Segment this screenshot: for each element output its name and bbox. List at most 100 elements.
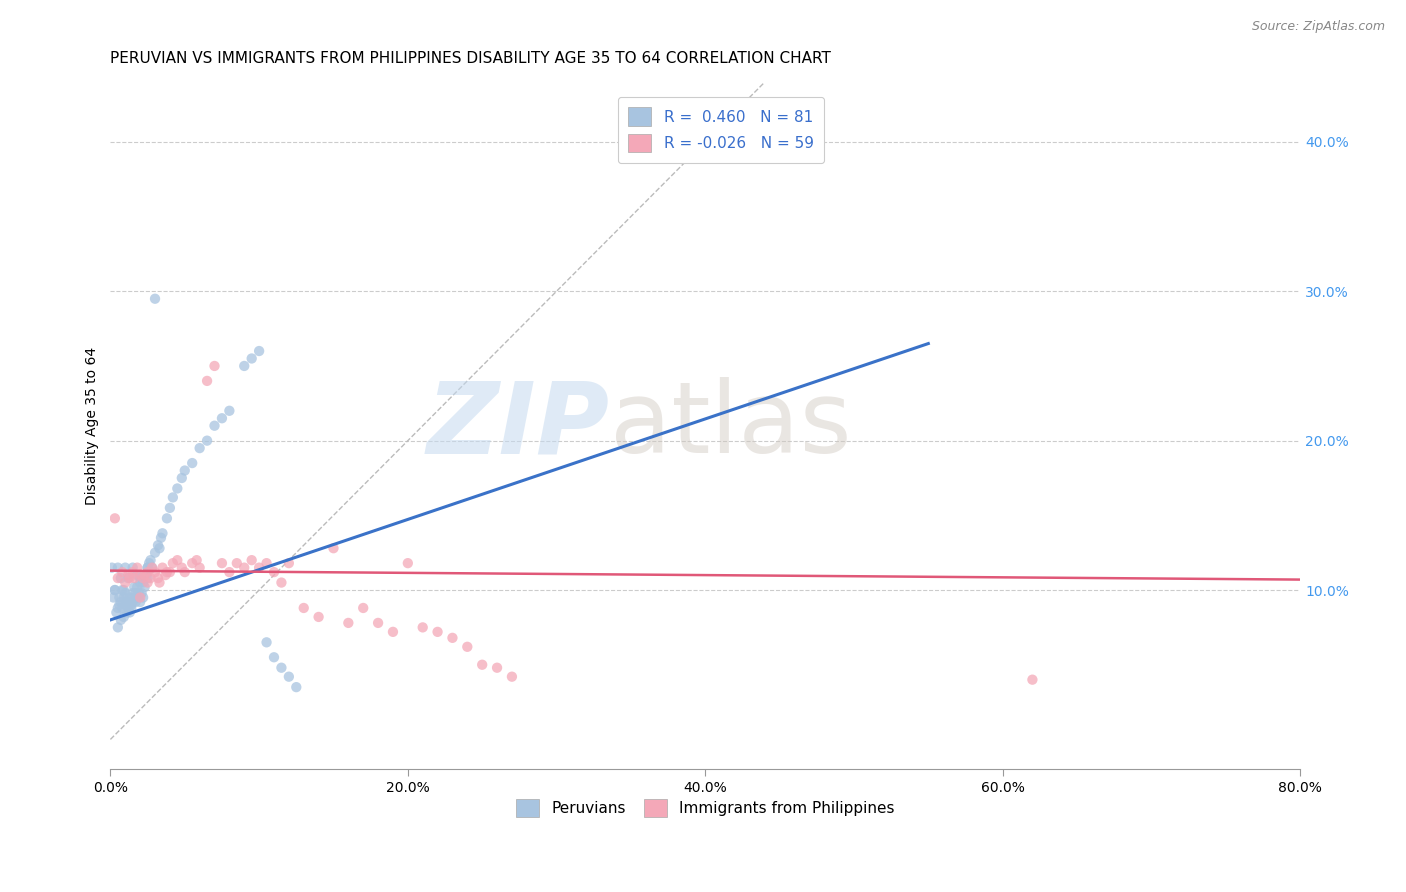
Point bbox=[121, 560, 143, 574]
Point bbox=[155, 568, 177, 582]
Point bbox=[441, 631, 464, 645]
Point bbox=[141, 560, 163, 574]
Point bbox=[146, 538, 169, 552]
Point bbox=[170, 471, 193, 485]
Point bbox=[173, 463, 195, 477]
Point bbox=[125, 586, 148, 600]
Point bbox=[112, 582, 135, 597]
Point bbox=[121, 565, 143, 579]
Point bbox=[367, 615, 389, 630]
Point bbox=[139, 571, 162, 585]
Point bbox=[135, 568, 157, 582]
Point bbox=[247, 344, 270, 359]
Point bbox=[136, 560, 159, 574]
Point bbox=[117, 595, 139, 609]
Point bbox=[122, 580, 145, 594]
Point bbox=[112, 610, 135, 624]
Point bbox=[134, 580, 156, 594]
Point bbox=[381, 624, 404, 639]
Point bbox=[143, 546, 166, 560]
Point bbox=[132, 571, 155, 585]
Point bbox=[162, 556, 184, 570]
Point bbox=[426, 624, 449, 639]
Text: Source: ZipAtlas.com: Source: ZipAtlas.com bbox=[1251, 20, 1385, 33]
Legend: Peruvians, Immigrants from Philippines: Peruvians, Immigrants from Philippines bbox=[510, 793, 901, 823]
Point bbox=[129, 571, 152, 585]
Point bbox=[285, 680, 308, 694]
Point bbox=[159, 500, 181, 515]
Point bbox=[270, 661, 292, 675]
Point bbox=[218, 404, 240, 418]
Point bbox=[134, 568, 156, 582]
Point bbox=[104, 582, 127, 597]
Point bbox=[156, 565, 179, 579]
Point bbox=[129, 575, 152, 590]
Point bbox=[211, 411, 233, 425]
Point bbox=[107, 560, 129, 574]
Text: atlas: atlas bbox=[610, 377, 852, 475]
Point bbox=[114, 598, 136, 612]
Point bbox=[240, 553, 263, 567]
Point bbox=[132, 591, 155, 605]
Point bbox=[118, 591, 141, 605]
Point bbox=[128, 586, 150, 600]
Point bbox=[127, 591, 149, 605]
Point bbox=[136, 565, 159, 579]
Point bbox=[471, 657, 494, 672]
Point bbox=[141, 560, 163, 574]
Point bbox=[117, 568, 139, 582]
Point bbox=[204, 359, 226, 373]
Point bbox=[152, 560, 174, 574]
Point bbox=[173, 565, 195, 579]
Point bbox=[166, 482, 188, 496]
Point bbox=[256, 635, 278, 649]
Point bbox=[240, 351, 263, 366]
Text: PERUVIAN VS IMMIGRANTS FROM PHILIPPINES DISABILITY AGE 35 TO 64 CORRELATION CHAR: PERUVIAN VS IMMIGRANTS FROM PHILIPPINES … bbox=[111, 51, 831, 66]
Point bbox=[143, 292, 166, 306]
Point bbox=[322, 541, 344, 556]
Point bbox=[152, 526, 174, 541]
Point bbox=[148, 541, 170, 556]
Point bbox=[104, 511, 127, 525]
Point bbox=[181, 456, 204, 470]
Point bbox=[159, 565, 181, 579]
Point bbox=[131, 586, 153, 600]
Point bbox=[125, 595, 148, 609]
Point bbox=[352, 601, 374, 615]
Point bbox=[107, 571, 129, 585]
Point bbox=[121, 595, 143, 609]
Point bbox=[129, 568, 152, 582]
Point bbox=[129, 595, 152, 609]
Point bbox=[138, 556, 160, 570]
Point bbox=[110, 613, 132, 627]
Point bbox=[396, 556, 419, 570]
Point bbox=[112, 591, 135, 605]
Point bbox=[110, 595, 132, 609]
Point bbox=[136, 560, 159, 574]
Point bbox=[412, 620, 434, 634]
Point bbox=[111, 601, 134, 615]
Point bbox=[101, 560, 124, 574]
Point bbox=[136, 571, 159, 585]
Point bbox=[114, 586, 136, 600]
Point bbox=[263, 565, 285, 579]
Point bbox=[263, 650, 285, 665]
Point bbox=[195, 374, 218, 388]
Point bbox=[143, 565, 166, 579]
Point bbox=[117, 571, 139, 585]
Point bbox=[115, 595, 138, 609]
Point bbox=[166, 553, 188, 567]
Point bbox=[277, 670, 299, 684]
Point bbox=[127, 580, 149, 594]
Point bbox=[108, 591, 131, 605]
Point bbox=[256, 556, 278, 570]
Point bbox=[110, 571, 132, 585]
Point bbox=[114, 560, 136, 574]
Point bbox=[149, 531, 172, 545]
Point bbox=[277, 556, 299, 570]
Point bbox=[501, 670, 523, 684]
Point bbox=[170, 560, 193, 574]
Point bbox=[136, 575, 159, 590]
Point bbox=[118, 606, 141, 620]
Text: ZIP: ZIP bbox=[427, 377, 610, 475]
